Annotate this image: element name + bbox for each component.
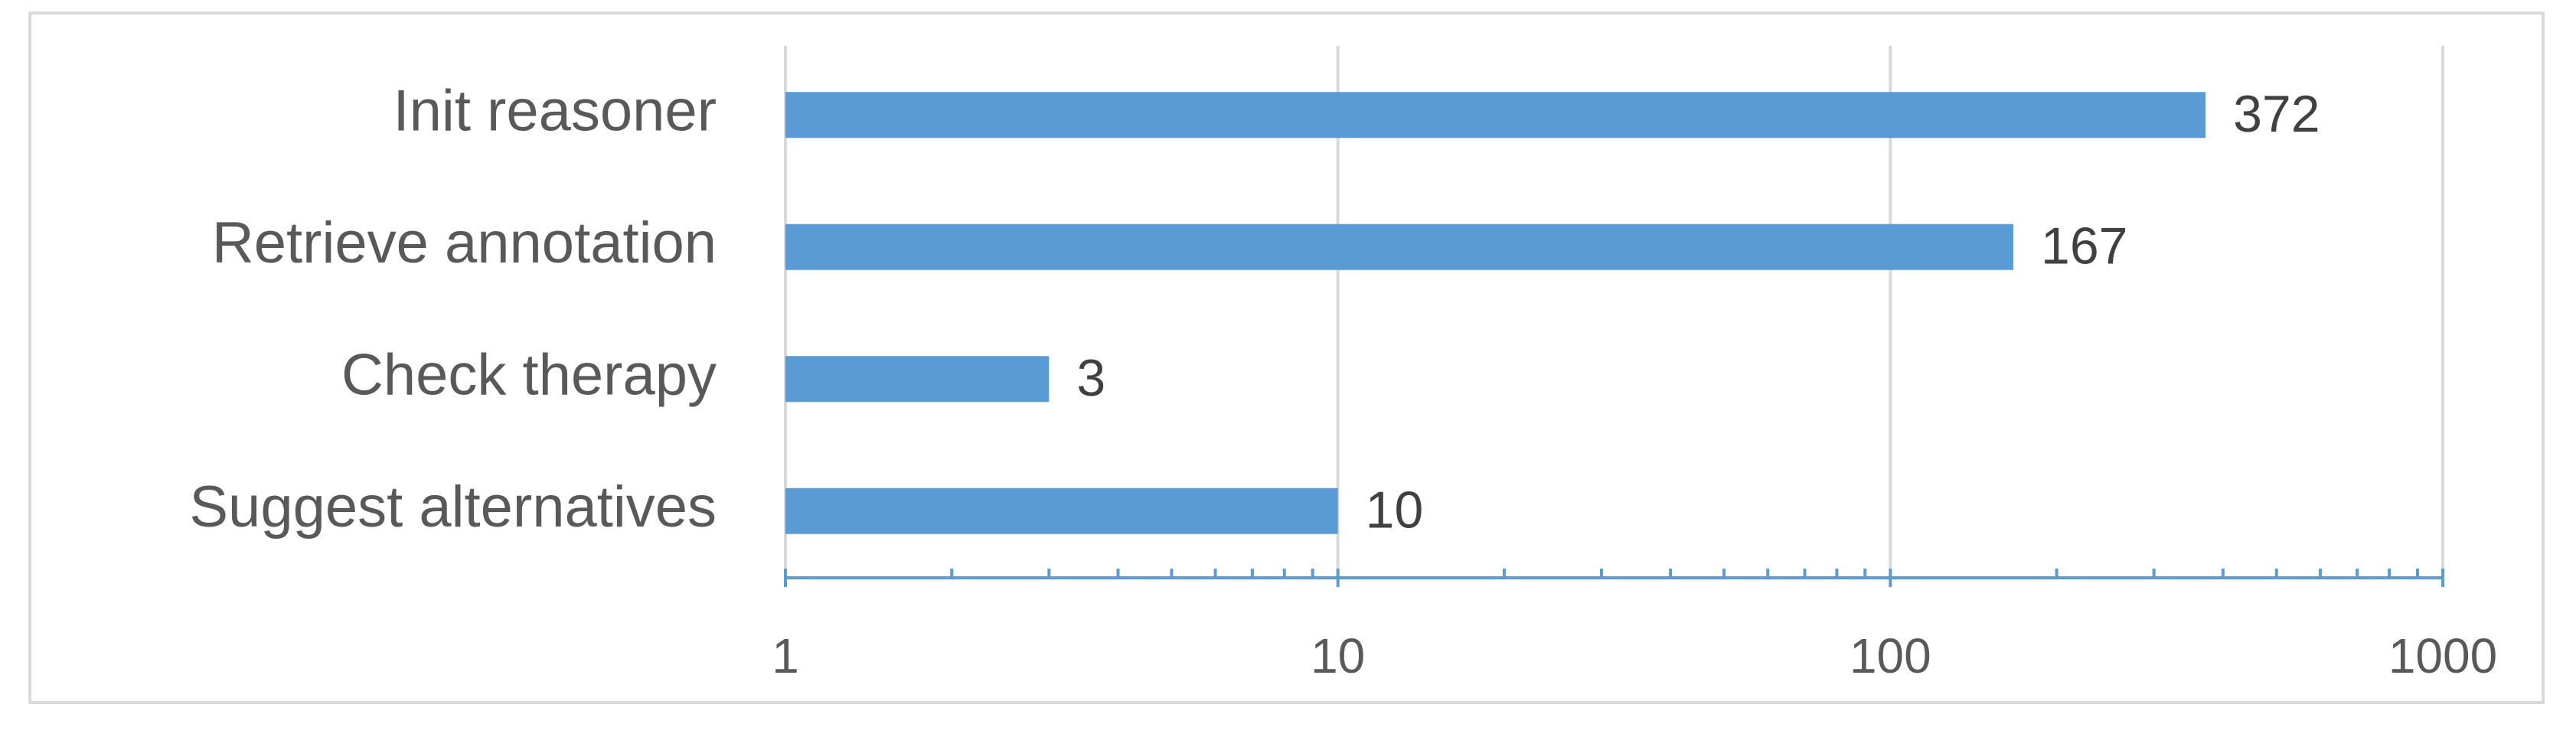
data-label: 167 [2041,217,2127,276]
y-tick-label: Init reasoner [393,78,717,143]
x-tick-label: 10 [1311,628,1365,683]
data-label: 10 [1366,481,1424,540]
bar [785,92,2206,139]
x-tick-label: 1000 [2388,628,2497,683]
data-label: 372 [2233,85,2320,143]
y-tick-label: Suggest alternatives [189,474,717,540]
bar [785,488,1338,534]
data-label: 3 [1076,349,1105,407]
x-tick-label: 1 [772,628,799,683]
y-tick-label: Check therapy [341,342,717,407]
bar [785,223,2014,270]
bar [785,356,1050,403]
x-tick-label: 100 [1850,628,1931,683]
y-tick-label: Retrieve annotation [212,210,717,276]
